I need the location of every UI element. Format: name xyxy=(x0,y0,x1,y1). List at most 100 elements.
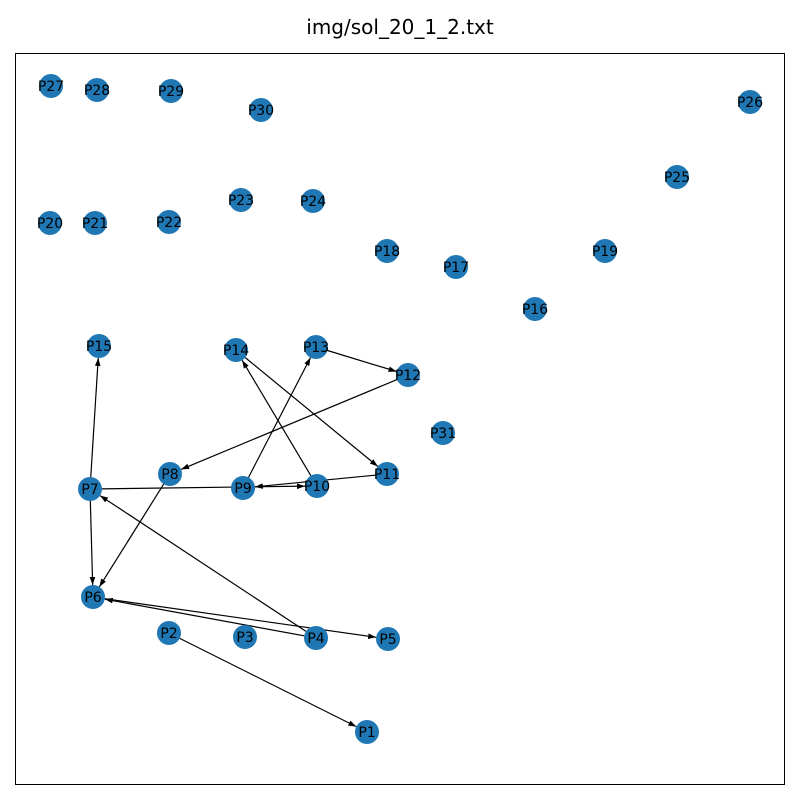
node-circle xyxy=(444,255,468,279)
node-circle xyxy=(159,79,183,103)
node-p24: P24 xyxy=(300,189,326,213)
node-p28: P28 xyxy=(84,78,110,102)
node-label: P14 xyxy=(223,343,249,359)
node-p29: P29 xyxy=(158,79,184,103)
node-label: P7 xyxy=(81,482,98,498)
node-circle xyxy=(81,585,105,609)
figure-title: img/sol_20_1_2.txt xyxy=(306,15,494,39)
node-label: P8 xyxy=(161,467,178,483)
node-p30: P30 xyxy=(248,98,274,122)
node-circle xyxy=(375,239,399,263)
node-p19: P19 xyxy=(592,239,618,263)
node-label: P5 xyxy=(379,632,396,648)
node-label: P18 xyxy=(374,244,400,260)
node-label: P26 xyxy=(737,95,763,111)
edge-p8-to-p6 xyxy=(98,483,165,588)
node-circle xyxy=(85,78,109,102)
node-circle xyxy=(87,334,111,358)
node-p15: P15 xyxy=(86,334,112,358)
node-circle xyxy=(738,90,762,114)
edge-p4-to-p6 xyxy=(104,597,305,637)
node-circle xyxy=(249,98,273,122)
node-circle xyxy=(158,462,182,486)
node-circle xyxy=(396,363,420,387)
node-label: P19 xyxy=(592,244,618,260)
node-label: P13 xyxy=(303,340,329,356)
node-circle xyxy=(304,626,328,650)
node-label: P3 xyxy=(236,630,253,646)
node-label: P29 xyxy=(158,84,184,100)
node-p2: P2 xyxy=(157,621,181,645)
node-circle xyxy=(305,474,329,498)
edge-p9-to-p13 xyxy=(247,357,312,478)
node-label: P30 xyxy=(248,103,274,119)
node-p4: P4 xyxy=(304,626,328,650)
node-p20: P20 xyxy=(37,211,63,235)
node-circle xyxy=(523,297,547,321)
node-circle xyxy=(157,621,181,645)
node-p3: P3 xyxy=(233,625,257,649)
edge-p7-to-p15 xyxy=(90,357,101,478)
node-label: P6 xyxy=(84,590,101,606)
node-label: P15 xyxy=(86,339,112,355)
node-label: P21 xyxy=(82,216,108,232)
node-circle xyxy=(593,239,617,263)
node-label: P12 xyxy=(395,368,421,384)
node-label: P10 xyxy=(304,479,330,495)
node-label: P31 xyxy=(430,426,456,442)
edges-layer xyxy=(89,349,398,728)
edge-p10-to-p14 xyxy=(241,360,312,476)
node-label: P25 xyxy=(664,170,690,186)
node-circle xyxy=(229,188,253,212)
edge-p6-to-p5 xyxy=(104,598,377,639)
node-p22: P22 xyxy=(156,210,182,234)
node-label: P24 xyxy=(300,194,326,210)
node-label: P22 xyxy=(156,215,182,231)
node-p23: P23 xyxy=(228,188,254,212)
node-p25: P25 xyxy=(664,165,690,189)
node-label: P9 xyxy=(234,481,251,497)
node-label: P4 xyxy=(307,631,324,647)
node-circle xyxy=(157,210,181,234)
node-p12: P12 xyxy=(395,363,421,387)
node-p1: P1 xyxy=(355,720,379,744)
edge-p2-to-p1 xyxy=(179,637,357,728)
node-circle xyxy=(39,74,63,98)
node-circle xyxy=(301,189,325,213)
node-p5: P5 xyxy=(376,627,400,651)
node-circle xyxy=(83,211,107,235)
node-circle xyxy=(38,211,62,235)
node-circle xyxy=(231,476,255,500)
node-circle xyxy=(431,421,455,445)
node-circle xyxy=(376,627,400,651)
node-p9: P9 xyxy=(231,476,255,500)
node-circle xyxy=(304,335,328,359)
node-circle xyxy=(233,625,257,649)
node-p18: P18 xyxy=(374,239,400,263)
node-circle xyxy=(375,462,399,486)
node-p14: P14 xyxy=(223,338,249,362)
node-label: P28 xyxy=(84,83,110,99)
node-label: P11 xyxy=(374,467,400,483)
node-p26: P26 xyxy=(737,90,763,114)
node-p6: P6 xyxy=(81,585,105,609)
edge-p14-to-p11 xyxy=(244,357,379,467)
node-label: P2 xyxy=(160,626,177,642)
node-p10: P10 xyxy=(304,474,330,498)
edge-p7-to-p10 xyxy=(101,483,306,490)
node-label: P17 xyxy=(443,260,469,276)
node-label: P16 xyxy=(522,302,548,318)
edge-p7-to-p6 xyxy=(89,500,96,586)
plot-frame xyxy=(15,53,785,785)
node-p11: P11 xyxy=(374,462,400,486)
edge-p12-to-p8 xyxy=(180,379,398,470)
nodes-layer: P1 P2 P3 P4 P5 P6 P7 P8 P9 P10 P11 P12 P13 P14 P15 P16 P… xyxy=(37,74,763,744)
node-p17: P17 xyxy=(443,255,469,279)
node-p21: P21 xyxy=(82,211,108,235)
edge-p13-to-p12 xyxy=(327,349,397,373)
node-circle xyxy=(78,477,102,501)
node-label: P23 xyxy=(228,193,254,209)
node-p8: P8 xyxy=(158,462,182,486)
node-circle xyxy=(224,338,248,362)
node-p7: P7 xyxy=(78,477,102,501)
